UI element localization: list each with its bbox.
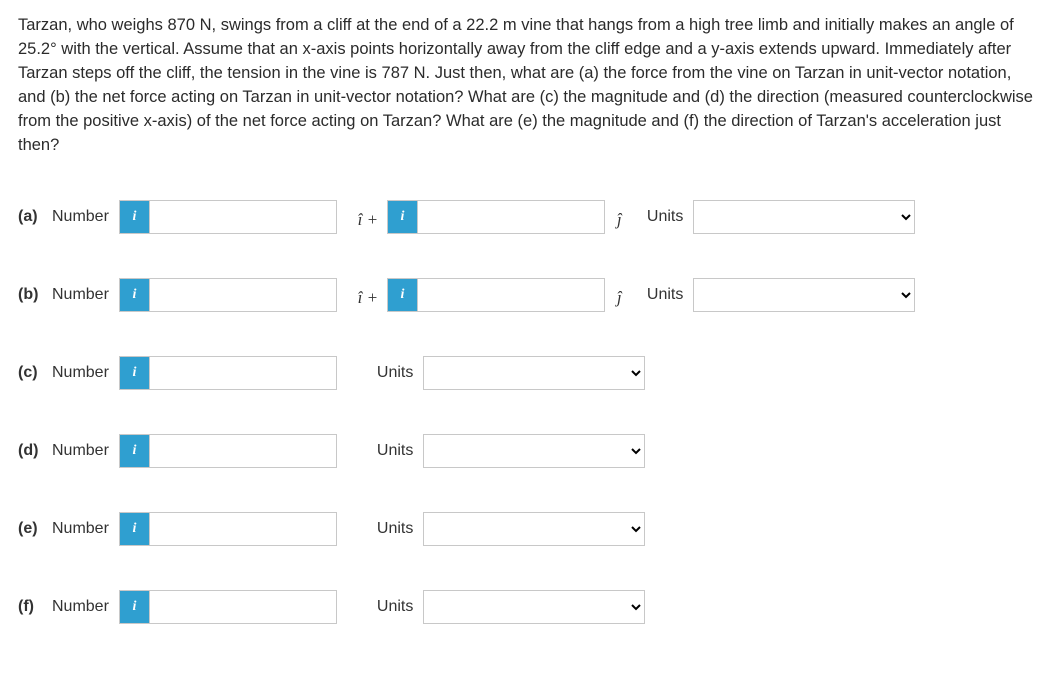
part-label-f: (f) xyxy=(18,598,52,616)
units-select-e[interactable] xyxy=(423,512,645,546)
units-label: Units xyxy=(647,286,683,304)
units-select-f[interactable] xyxy=(423,590,645,624)
i-hat-plus: î + xyxy=(349,282,387,308)
number-label: Number xyxy=(52,208,109,226)
input-group-b-i: i xyxy=(119,278,337,312)
input-group-f: i xyxy=(119,590,337,624)
input-b-j[interactable] xyxy=(417,278,605,312)
part-label-b: (b) xyxy=(18,286,52,304)
units-select-d[interactable] xyxy=(423,434,645,468)
problem-statement: Tarzan, who weighs 870 N, swings from a … xyxy=(18,14,1041,158)
input-c[interactable] xyxy=(149,356,337,390)
info-icon[interactable]: i xyxy=(387,200,417,234)
info-icon[interactable]: i xyxy=(119,278,149,312)
input-d[interactable] xyxy=(149,434,337,468)
info-icon[interactable]: i xyxy=(119,512,149,546)
number-label: Number xyxy=(52,286,109,304)
j-hat: ĵ xyxy=(617,282,641,308)
units-select-c[interactable] xyxy=(423,356,645,390)
units-select-b[interactable] xyxy=(693,278,915,312)
input-group-a-j: i xyxy=(387,200,605,234)
input-e[interactable] xyxy=(149,512,337,546)
units-label: Units xyxy=(377,442,413,460)
info-icon[interactable]: i xyxy=(119,434,149,468)
info-icon[interactable]: i xyxy=(119,356,149,390)
input-a-i[interactable] xyxy=(149,200,337,234)
number-label: Number xyxy=(52,598,109,616)
part-label-c: (c) xyxy=(18,364,52,382)
input-a-j[interactable] xyxy=(417,200,605,234)
i-hat-plus: î + xyxy=(349,204,387,230)
number-label: Number xyxy=(52,442,109,460)
units-label: Units xyxy=(377,520,413,538)
part-label-e: (e) xyxy=(18,520,52,538)
info-icon[interactable]: i xyxy=(119,590,149,624)
answer-row-a: (a) Number i î + i ĵ Units xyxy=(18,200,1041,234)
number-label: Number xyxy=(52,520,109,538)
info-icon[interactable]: i xyxy=(119,200,149,234)
units-label: Units xyxy=(377,364,413,382)
answer-row-c: (c) Number i Units xyxy=(18,356,1041,390)
input-group-a-i: i xyxy=(119,200,337,234)
units-select-a[interactable] xyxy=(693,200,915,234)
input-b-i[interactable] xyxy=(149,278,337,312)
input-group-b-j: i xyxy=(387,278,605,312)
units-label: Units xyxy=(647,208,683,226)
part-label-a: (a) xyxy=(18,208,52,226)
answer-row-b: (b) Number i î + i ĵ Units xyxy=(18,278,1041,312)
input-group-d: i xyxy=(119,434,337,468)
input-group-c: i xyxy=(119,356,337,390)
info-icon[interactable]: i xyxy=(387,278,417,312)
answer-row-e: (e) Number i Units xyxy=(18,512,1041,546)
units-label: Units xyxy=(377,598,413,616)
answer-row-d: (d) Number i Units xyxy=(18,434,1041,468)
j-hat: ĵ xyxy=(617,204,641,230)
input-group-e: i xyxy=(119,512,337,546)
input-f[interactable] xyxy=(149,590,337,624)
number-label: Number xyxy=(52,364,109,382)
part-label-d: (d) xyxy=(18,442,52,460)
answer-row-f: (f) Number i Units xyxy=(18,590,1041,624)
